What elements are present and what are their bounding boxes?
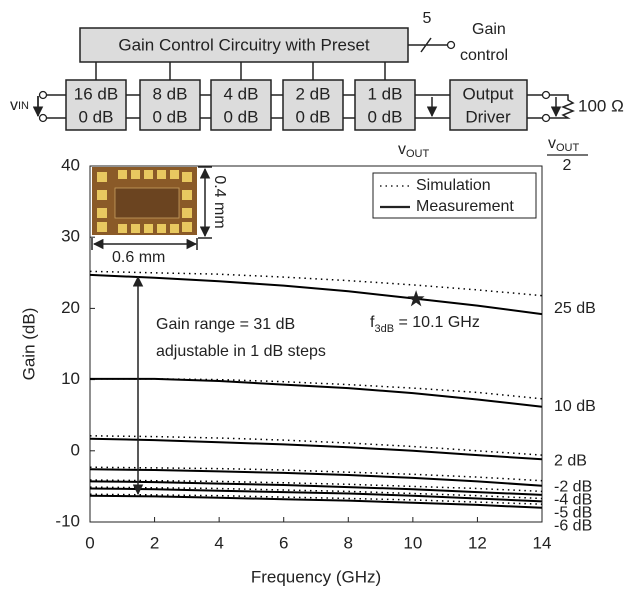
legend-label: Simulation xyxy=(416,177,491,194)
vout-half-den: 2 xyxy=(563,157,572,174)
stage-label: 0 dB xyxy=(296,107,331,126)
driver-label: Output xyxy=(462,84,513,103)
series-label: 2 dB xyxy=(554,452,587,469)
legend-label: Measurement xyxy=(416,198,514,215)
x-tick-label: 4 xyxy=(214,533,223,552)
driver-label: Driver xyxy=(465,107,511,126)
control-label: Gain Control Circuitry with Preset xyxy=(118,35,370,54)
f3db-marker xyxy=(407,290,425,307)
control-block xyxy=(79,27,409,63)
chip-height: 0.4 mm xyxy=(211,175,228,228)
x-tick-label: 6 xyxy=(279,533,288,552)
stage-label: 2 dB xyxy=(296,84,331,103)
y-tick-label: 40 xyxy=(61,155,80,174)
plot: 0 2 4 6 8 10 12 14 -10 0 10 20 30 40 25 dB 10 dB 2 dB -2 … xyxy=(55,155,595,552)
simulation-line xyxy=(89,270,543,297)
legend-box xyxy=(372,172,537,219)
stage-label: 0 dB xyxy=(79,107,114,126)
terminal xyxy=(38,113,48,123)
wires xyxy=(200,94,211,119)
measurement-line xyxy=(89,468,543,487)
gain-control: Gain xyxy=(472,21,506,38)
terminal xyxy=(38,90,48,100)
vout-half-label: vOUT xyxy=(548,135,580,154)
simulation-line xyxy=(90,378,543,400)
wires xyxy=(343,94,355,119)
load xyxy=(527,94,576,119)
stage-block xyxy=(282,79,344,131)
simulation-line xyxy=(89,435,543,456)
bus xyxy=(408,37,447,53)
y-axis-label: Gain (dB) xyxy=(19,308,38,381)
x-tick-label: 0 xyxy=(85,533,94,552)
wires xyxy=(271,94,283,119)
stage-label: 4 dB xyxy=(224,84,259,103)
vin-label: vIN xyxy=(10,97,29,114)
wires xyxy=(126,94,140,119)
chip-width: 0.6 mm xyxy=(112,249,165,266)
series-label: -6 dB xyxy=(554,517,592,534)
series-label: -2 dB xyxy=(554,478,592,495)
f3db-label: f3dB = 10.1 GHz xyxy=(370,314,480,335)
load-label: 100 Ω xyxy=(578,96,624,115)
stage-label: 0 dB xyxy=(368,107,403,126)
x-tick-label: 8 xyxy=(344,533,353,552)
simulation-line xyxy=(89,479,543,493)
stage-block xyxy=(210,79,272,131)
wires xyxy=(415,94,450,119)
measurement-line xyxy=(90,377,543,408)
range-text: Gain range = 31 dB xyxy=(156,316,295,333)
y-tick-label: 10 xyxy=(61,369,80,388)
y-tick-label: -10 xyxy=(55,511,80,530)
stage-label: 0 dB xyxy=(224,107,259,126)
series-label: -4 dB xyxy=(554,491,592,508)
stage-label: 8 dB xyxy=(153,84,188,103)
simulation-line xyxy=(89,486,543,500)
measurement-line xyxy=(89,480,543,496)
x-axis-label: Frequency (GHz) xyxy=(251,567,381,586)
stage-label: 16 dB xyxy=(74,84,118,103)
y-tick-label: 20 xyxy=(61,298,80,317)
simulation-line xyxy=(89,493,543,505)
series-label: 25 dB xyxy=(554,300,596,317)
vout-label: vOUT xyxy=(398,141,430,160)
plot-frame xyxy=(89,165,543,523)
series-label: 10 dB xyxy=(554,398,596,415)
chip-core xyxy=(114,187,180,219)
height-ticks xyxy=(198,166,212,239)
width-ticks xyxy=(91,238,198,250)
stage-block xyxy=(139,79,201,131)
terminal xyxy=(541,90,551,100)
bus-width: 5 xyxy=(423,10,432,27)
measurement-line xyxy=(89,487,543,503)
x-tick-label: 10 xyxy=(403,533,422,552)
stage-block xyxy=(65,79,127,131)
gain-control: control xyxy=(460,47,508,64)
range-text: adjustable in 1 dB steps xyxy=(156,343,326,360)
series-label: -5 dB xyxy=(554,504,592,521)
stage-label: 1 dB xyxy=(368,84,403,103)
x-tick-label: 2 xyxy=(150,533,159,552)
measurement-line xyxy=(89,494,543,509)
y-tick-label: 0 xyxy=(71,440,80,459)
simulation-line xyxy=(89,466,543,482)
terminal xyxy=(541,113,551,123)
measurement-line xyxy=(89,437,543,461)
driver-block xyxy=(449,79,528,131)
stages: 16 dB 0 dB 8 dB 0 dB 4 dB 0 dB 2 dB 0 dB 1 dB 0 d… xyxy=(65,62,416,131)
stage-block xyxy=(354,79,416,131)
terminal xyxy=(446,40,456,50)
chip-pads xyxy=(97,170,192,233)
x-tick-label: 14 xyxy=(533,533,552,552)
measurement-line xyxy=(89,273,543,316)
x-tick-label: 12 xyxy=(468,533,487,552)
y-tick-label: 30 xyxy=(61,227,80,246)
stage-label: 0 dB xyxy=(153,107,188,126)
